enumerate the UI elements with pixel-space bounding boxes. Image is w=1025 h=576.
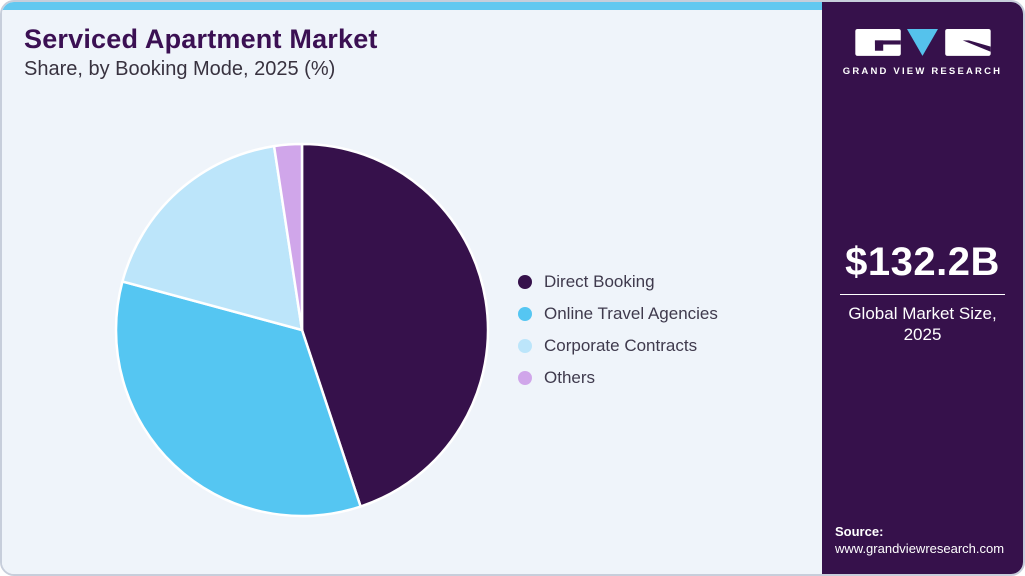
legend-swatch-icon [518,371,532,385]
source-label: Source: [835,523,884,539]
legend-label: Online Travel Agencies [544,304,718,323]
market-size-label: Global Market Size, 2025 [848,304,997,345]
page-subtitle: Share, by Booking Mode, 2025 (%) [24,58,336,80]
legend-label: Direct Booking [544,272,655,291]
pie-slice-online-travel-agencies [114,280,362,518]
source-block: Source: www.grandviewresearch.com [835,523,1015,558]
market-size-callout: $132.2B Global Market Size, 2025 [822,240,1023,346]
page-title: Serviced Apartment Market [24,24,378,54]
divider-line [840,294,1005,295]
gvr-logo-text: GRAND VIEW RESEARCH [842,66,1003,77]
gvr-logo: GRAND VIEW RESEARCH [822,28,1023,77]
sidebar: GRAND VIEW RESEARCH $132.2B Global Marke… [822,2,1023,574]
pie-chart-svg [114,142,490,518]
legend-item: Corporate Contracts [518,330,718,362]
legend-swatch-icon [518,275,532,289]
legend-swatch-icon [518,307,532,321]
legend-item: Others [518,362,718,394]
market-size-value: $132.2B [845,240,1000,284]
accent-topbar [2,2,822,10]
chart-area: Serviced Apartment Market Share, by Book… [2,2,822,574]
legend-item: Online Travel Agencies [518,298,718,330]
legend-item: Direct Booking [518,266,718,298]
legend: Direct Booking Online Travel Agencies Corp… [518,266,718,394]
legend-label: Others [544,368,596,387]
gvr-logo-icon [854,29,991,56]
source-url: www.grandviewresearch.com [835,541,1005,557]
legend-swatch-icon [518,339,532,353]
legend-label: Corporate Contracts [544,336,698,355]
pie-slice-others [272,142,304,332]
pie-slice-direct-booking [300,142,490,508]
pie-slice-corporate-contracts [121,144,304,332]
pie-chart [112,140,492,520]
